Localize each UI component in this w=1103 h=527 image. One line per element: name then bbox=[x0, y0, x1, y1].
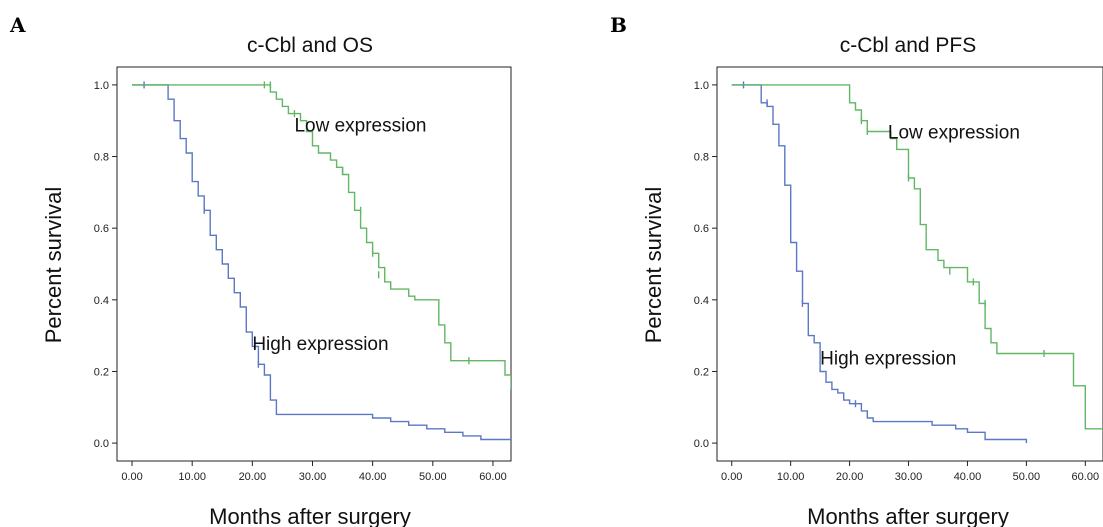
series-line-low-expression bbox=[731, 84, 1103, 430]
plot-frame bbox=[716, 66, 1103, 462]
x-tick-label: 10.00 bbox=[777, 471, 805, 483]
series-line-low-expression bbox=[132, 84, 511, 390]
x-tick-label: 50.00 bbox=[1013, 471, 1041, 483]
series-line-high-expression bbox=[731, 84, 1028, 444]
x-axis-title: Months after surgery bbox=[807, 504, 1009, 527]
y-axis-title: Percent survival bbox=[41, 187, 66, 344]
series-label-high-expression: High expression bbox=[820, 348, 956, 369]
y-tick-label: 1.0 bbox=[694, 80, 709, 92]
y-tick-label: 0.8 bbox=[694, 152, 709, 164]
chart-title: c-Cbl and OS bbox=[247, 34, 373, 57]
x-tick-label: 0.00 bbox=[121, 471, 142, 483]
y-tick-label: 1.0 bbox=[94, 80, 109, 92]
y-tick-label: 0.8 bbox=[94, 152, 109, 164]
panel-a: A c-Cbl and OS Months after surgery Perc… bbox=[9, 13, 512, 527]
x-tick-label: 20.00 bbox=[836, 471, 864, 483]
x-tick-label: 10.00 bbox=[178, 471, 206, 483]
y-tick-label: 0.6 bbox=[94, 223, 109, 235]
x-tick-label: 40.00 bbox=[359, 471, 387, 483]
plot-frame bbox=[116, 66, 512, 462]
plot-marks: 0.00 10.00 20.00 30.00 40.00 50.00 60.00 0.0 0.2… bbox=[94, 80, 511, 483]
y-axis-title: Percent survival bbox=[641, 187, 666, 344]
x-tick-label: 0.00 bbox=[721, 471, 742, 483]
panel-label-a: A bbox=[9, 13, 26, 37]
series-label-low-expression: Low expression bbox=[888, 123, 1020, 144]
chart-title: c-Cbl and PFS bbox=[840, 34, 977, 57]
x-tick-label: 30.00 bbox=[299, 471, 327, 483]
x-tick-label: 40.00 bbox=[954, 471, 982, 483]
y-tick-label: 0.4 bbox=[94, 295, 109, 307]
y-tick-label: 0.4 bbox=[694, 295, 709, 307]
y-tick-label: 0.0 bbox=[94, 438, 109, 450]
y-tick-label: 0.0 bbox=[694, 438, 709, 450]
x-tick-label: 60.00 bbox=[1072, 471, 1100, 483]
x-axis-title: Months after surgery bbox=[209, 504, 411, 527]
y-tick-label: 0.2 bbox=[694, 366, 709, 378]
y-tick-label: 0.6 bbox=[694, 223, 709, 235]
x-tick-label: 60.00 bbox=[479, 471, 507, 483]
x-tick-label: 50.00 bbox=[419, 471, 447, 483]
series-line-high-expression bbox=[132, 84, 511, 441]
plot-marks: 0.00 10.00 20.00 30.00 40.00 50.00 60.00 0.0 0.2… bbox=[694, 80, 1103, 483]
x-tick-label: 30.00 bbox=[895, 471, 923, 483]
panel-label-b: B bbox=[610, 13, 627, 37]
series-label-high-expression: High expression bbox=[252, 334, 388, 355]
panel-b: B c-Cbl and PFS Months after surgery Per… bbox=[610, 13, 1103, 527]
x-tick-label: 20.00 bbox=[239, 471, 267, 483]
series-label-low-expression: Low expression bbox=[294, 115, 426, 136]
y-tick-label: 0.2 bbox=[94, 366, 109, 378]
